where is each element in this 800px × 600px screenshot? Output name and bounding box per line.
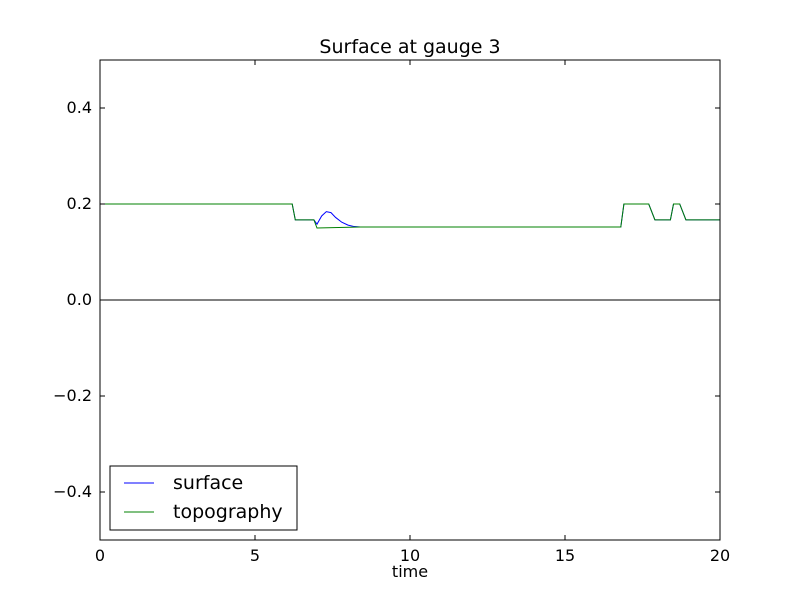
legend: surface topography	[109, 465, 298, 531]
x-tick-label: 10	[400, 546, 420, 565]
y-tick-label: −0.4	[53, 482, 92, 501]
y-tick-label: −0.2	[53, 386, 92, 405]
y-tick-label: 0.2	[67, 194, 92, 213]
series-line-topography	[100, 203, 720, 229]
y-tick-label: 0.0	[67, 290, 92, 309]
ticks-layer: 0 5 10 15 20 −0.4 −0.2 0.0 0.2 0.4	[53, 60, 730, 565]
x-tick-label: 20	[710, 546, 730, 565]
legend-box	[109, 465, 298, 531]
chart-title: Surface at gauge 3	[319, 36, 500, 58]
series-layer	[100, 203, 720, 301]
legend-label-topography: topography	[173, 501, 283, 523]
x-tick-label: 0	[95, 546, 105, 565]
legend-label-surface: surface	[173, 472, 243, 494]
y-tick-label: 0.4	[67, 98, 92, 117]
x-tick-label: 5	[250, 546, 260, 565]
x-axis-label: time	[392, 562, 428, 581]
plot-area: 0 5 10 15 20 −0.4 −0.2 0.0 0.2 0.4	[53, 59, 730, 565]
x-tick-label: 15	[555, 546, 575, 565]
